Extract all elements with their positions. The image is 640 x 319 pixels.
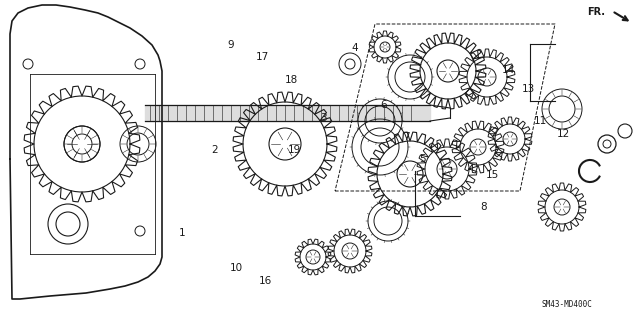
Text: SM43-MD400C: SM43-MD400C bbox=[542, 300, 593, 309]
Text: 13: 13 bbox=[522, 84, 534, 94]
Text: 16: 16 bbox=[259, 276, 272, 286]
Text: FR.: FR. bbox=[587, 7, 605, 17]
Text: 4: 4 bbox=[352, 43, 358, 53]
Text: 6: 6 bbox=[381, 100, 387, 110]
Text: 18: 18 bbox=[285, 75, 298, 85]
Text: 3: 3 bbox=[320, 113, 326, 123]
Text: 7: 7 bbox=[403, 132, 410, 142]
Text: 2: 2 bbox=[211, 145, 218, 155]
Text: 12: 12 bbox=[557, 129, 570, 139]
Text: 1: 1 bbox=[179, 228, 186, 238]
Text: 10: 10 bbox=[230, 263, 243, 273]
Text: 11: 11 bbox=[534, 116, 547, 126]
Text: 17: 17 bbox=[256, 52, 269, 63]
Text: 9: 9 bbox=[227, 40, 234, 50]
Text: 8: 8 bbox=[480, 202, 486, 212]
Text: 19: 19 bbox=[288, 145, 301, 155]
Text: 15: 15 bbox=[486, 170, 499, 181]
Text: 14: 14 bbox=[502, 65, 515, 75]
Text: 5: 5 bbox=[419, 154, 426, 165]
